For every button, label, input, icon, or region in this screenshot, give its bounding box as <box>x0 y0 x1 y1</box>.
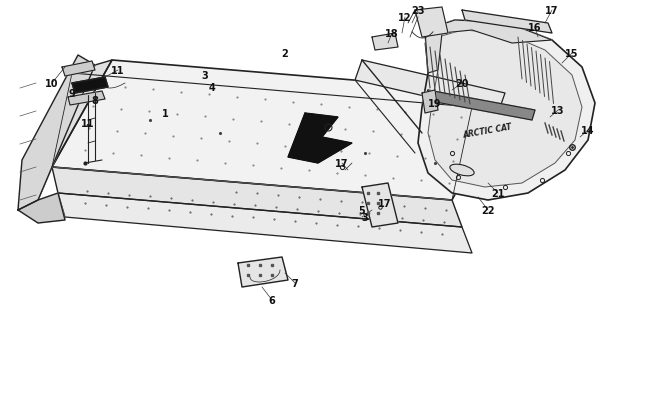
Polygon shape <box>72 78 108 94</box>
Polygon shape <box>462 11 552 34</box>
Text: 6: 6 <box>268 295 276 305</box>
Polygon shape <box>68 92 105 106</box>
Polygon shape <box>425 21 552 74</box>
Ellipse shape <box>450 165 474 177</box>
Text: 17: 17 <box>378 198 392 209</box>
Text: 11: 11 <box>111 66 125 76</box>
Text: 3: 3 <box>361 213 369 222</box>
Polygon shape <box>415 8 448 38</box>
Text: 2: 2 <box>281 49 289 59</box>
Polygon shape <box>372 34 398 51</box>
Polygon shape <box>428 31 582 188</box>
Text: 20: 20 <box>455 79 469 89</box>
Text: 11: 11 <box>81 119 95 129</box>
Polygon shape <box>58 194 472 254</box>
Polygon shape <box>62 62 95 77</box>
Text: 22: 22 <box>481 205 495 215</box>
Text: 3: 3 <box>202 71 209 81</box>
Polygon shape <box>238 257 288 287</box>
Text: 12: 12 <box>398 13 411 23</box>
Polygon shape <box>38 61 112 200</box>
Polygon shape <box>362 183 398 228</box>
Text: 14: 14 <box>581 126 595 136</box>
Text: 13: 13 <box>551 106 565 116</box>
Text: 23: 23 <box>411 6 424 16</box>
Polygon shape <box>418 21 595 200</box>
Text: 17: 17 <box>545 6 559 16</box>
Text: 10: 10 <box>46 79 58 89</box>
Text: 7: 7 <box>292 278 298 288</box>
Polygon shape <box>355 61 505 114</box>
Text: 24: 24 <box>318 139 332 149</box>
Text: 4: 4 <box>209 83 215 93</box>
Text: 9: 9 <box>69 89 75 99</box>
Polygon shape <box>52 168 462 228</box>
Text: 19: 19 <box>428 99 442 109</box>
Polygon shape <box>288 114 352 164</box>
Text: 1: 1 <box>162 109 168 119</box>
Text: 8: 8 <box>92 96 98 106</box>
Text: 21: 21 <box>491 189 505 198</box>
Polygon shape <box>18 56 95 211</box>
Polygon shape <box>425 91 535 121</box>
Text: 18: 18 <box>385 29 399 39</box>
Text: 15: 15 <box>566 49 578 59</box>
Polygon shape <box>422 91 438 114</box>
Text: 17: 17 <box>335 159 349 168</box>
Polygon shape <box>52 61 510 200</box>
Text: 5: 5 <box>359 205 365 215</box>
Text: 16: 16 <box>528 23 541 33</box>
Polygon shape <box>18 194 65 224</box>
Text: ARCTIC CAT: ARCTIC CAT <box>463 122 514 139</box>
